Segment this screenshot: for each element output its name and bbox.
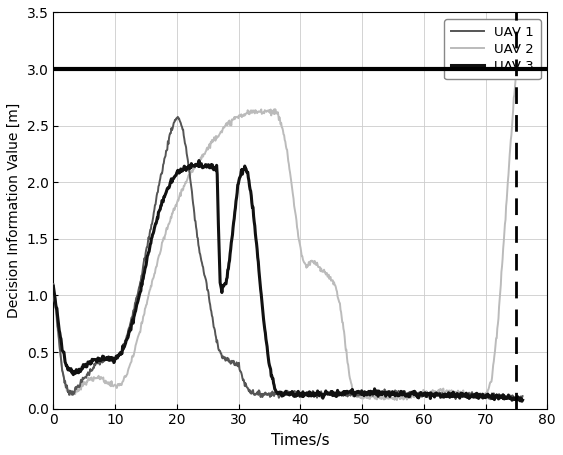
UAV 1	[350, 392, 356, 398]
UAV 2	[349, 386, 356, 391]
Y-axis label: Decision Information Value [m]: Decision Information Value [m]	[7, 103, 21, 318]
UAV 2	[323, 272, 329, 277]
UAV 3	[519, 399, 525, 404]
UAV 1	[406, 389, 413, 394]
UAV 2	[394, 397, 400, 403]
X-axis label: Times/s: Times/s	[271, 433, 329, 448]
UAV 3	[336, 392, 342, 398]
UAV 2	[519, 66, 526, 71]
UAV 3	[79, 364, 86, 370]
UAV 2	[454, 388, 461, 393]
UAV 2	[335, 296, 342, 301]
Line: UAV 3: UAV 3	[53, 161, 522, 401]
UAV 1	[175, 114, 181, 120]
UAV 3	[195, 158, 202, 163]
UAV 1	[50, 281, 57, 287]
UAV 3	[454, 394, 461, 399]
UAV 1	[323, 390, 330, 395]
UAV 1	[79, 379, 86, 384]
Line: UAV 2: UAV 2	[53, 68, 522, 400]
UAV 1	[336, 392, 342, 397]
UAV 3	[323, 390, 330, 396]
UAV 1	[487, 397, 494, 402]
UAV 1	[454, 393, 461, 399]
UAV 2	[515, 65, 521, 71]
Line: UAV 1: UAV 1	[53, 117, 522, 399]
UAV 2	[406, 393, 413, 398]
UAV 1	[519, 394, 526, 399]
UAV 3	[406, 394, 413, 399]
Legend: UAV 1, UAV 2, UAV 3: UAV 1, UAV 2, UAV 3	[444, 19, 540, 79]
UAV 2	[79, 381, 86, 386]
UAV 3	[350, 390, 356, 395]
UAV 3	[519, 397, 526, 403]
UAV 3	[50, 283, 57, 289]
UAV 2	[50, 283, 57, 289]
